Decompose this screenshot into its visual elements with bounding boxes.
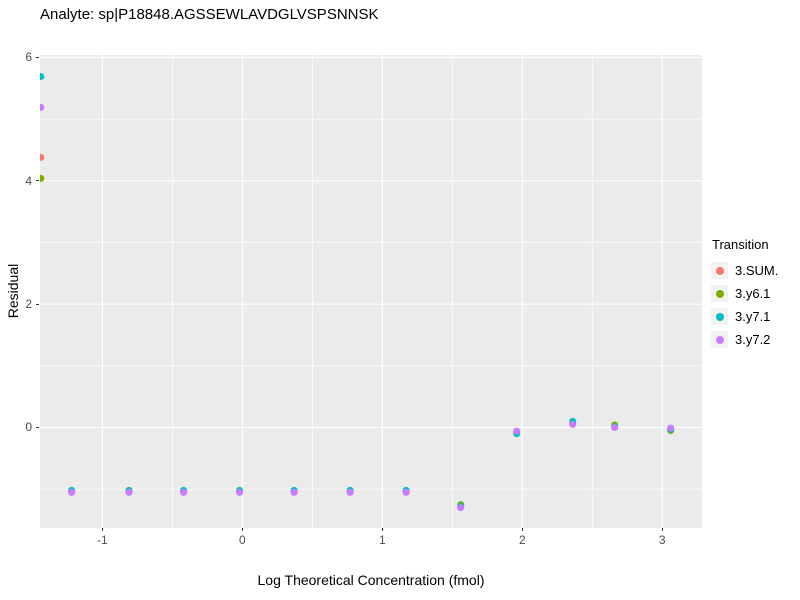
legend-swatch-icon (715, 312, 724, 321)
data-point-3.y7.2 (569, 420, 577, 428)
legend-item-label: 3.y7.2 (735, 332, 771, 347)
data-point-3.y7.2 (667, 424, 675, 432)
y-axis-title: Residual (5, 263, 21, 319)
legend-key (711, 308, 728, 325)
data-point-3.y7.2 (457, 504, 465, 512)
x-tick-label: 1 (378, 533, 386, 547)
data-point-3.y7.2 (68, 488, 76, 496)
plot-area (40, 55, 702, 528)
legend-key (711, 262, 728, 279)
data-point-3.SUM. (40, 153, 45, 161)
x-tick-label: 0 (239, 533, 246, 547)
y-tick-label: 2 (25, 297, 32, 312)
legend-item: 3.SUM. (711, 259, 778, 282)
legend-swatch-icon (715, 266, 724, 275)
legend-key (711, 285, 728, 302)
legend-swatch-icon (715, 335, 724, 344)
x-tick-mark (101, 528, 103, 531)
legend: Transition 3.SUM. 3.y6.1 3.y7.1 3.y7.2 (711, 237, 778, 351)
legend-item-label: 3.y7.1 (735, 309, 771, 324)
y-tick-mark (36, 56, 39, 58)
y-tick-label: 6 (25, 50, 32, 65)
legend-item-label: 3.y6.1 (735, 286, 771, 301)
x-tick-label: 3 (658, 533, 666, 547)
y-tick-mark (36, 303, 39, 305)
x-tick-mark (661, 528, 663, 531)
data-point-3.y7.2 (611, 423, 619, 431)
data-point-3.y7.2 (346, 488, 354, 496)
legend-item-label: 3.SUM. (735, 263, 779, 278)
legend-items: 3.SUM. 3.y6.1 3.y7.1 3.y7.2 (711, 259, 778, 351)
data-point-3.y7.1 (40, 73, 45, 81)
data-point-3.y7.2 (290, 488, 298, 496)
x-tick-label: -1 (97, 533, 108, 547)
y-tick-label: 0 (25, 420, 32, 435)
chart-title: Analyte: sp|P18848.AGSSEWLAVDGLVSPSNNSK (40, 6, 379, 23)
y-tick-mark (36, 426, 39, 428)
legend-item: 3.y7.1 (711, 305, 778, 328)
legend-key (711, 331, 728, 348)
data-point-3.y7.2 (180, 488, 188, 496)
legend-title: Transition (712, 237, 769, 252)
y-tick-label: 4 (25, 173, 32, 188)
data-point-3.y7.2 (236, 488, 244, 496)
data-point-3.y7.2 (513, 427, 521, 435)
x-tick-mark (521, 528, 523, 531)
y-tick-mark (36, 180, 39, 182)
x-tick-mark (381, 528, 383, 531)
legend-item: 3.y7.2 (711, 328, 778, 351)
legend-swatch-icon (715, 289, 724, 298)
data-point-3.y7.2 (125, 488, 133, 496)
x-tick-label: 2 (518, 533, 526, 547)
plot-panel (40, 55, 702, 528)
data-point-3.y7.2 (402, 488, 410, 496)
data-point-3.y6.1 (40, 174, 45, 182)
legend-item: 3.y6.1 (711, 282, 778, 305)
data-point-3.y7.2 (40, 103, 45, 111)
x-axis-title: Log Theoretical Concentration (fmol) (257, 572, 485, 588)
x-tick-mark (241, 528, 243, 531)
